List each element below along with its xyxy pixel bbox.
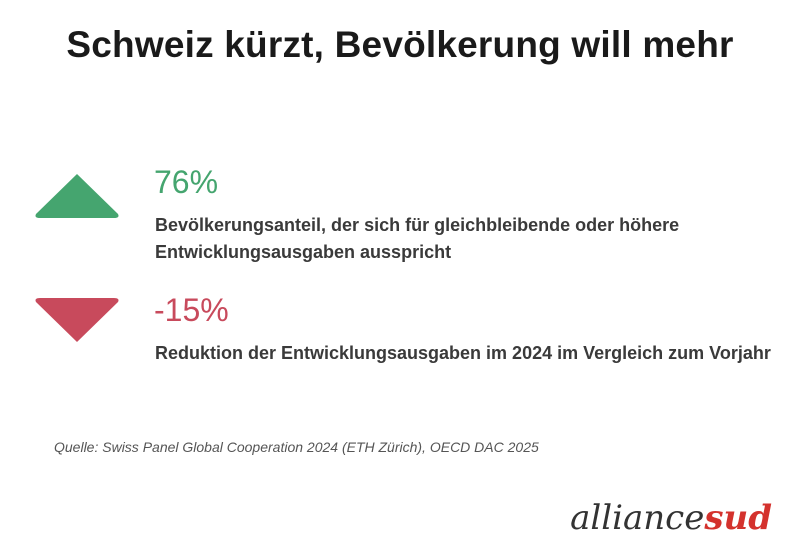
alliance-sud-logo: alliancesud xyxy=(570,498,772,538)
page-title: Schweiz kürzt, Bevölkerung will mehr xyxy=(66,24,734,65)
stat-description: Bevölkerungsanteil, der sich für gleichb… xyxy=(155,215,680,262)
stat-value: -15% xyxy=(154,292,229,328)
logo-text-alliance: alliance xyxy=(570,498,705,538)
stat-value: 76% xyxy=(154,164,219,200)
stat-description: Reduktion der Entwicklungsausgaben im 20… xyxy=(155,343,771,363)
triangle-down-icon xyxy=(35,298,119,342)
triangle-up-icon xyxy=(35,174,119,218)
source-note: Quelle: Swiss Panel Global Cooperation 2… xyxy=(54,439,539,455)
logo-text-sud: sud xyxy=(704,498,772,538)
